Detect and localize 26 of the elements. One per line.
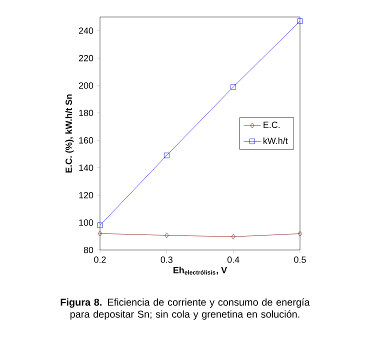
x-tick-label: 0.3 (160, 256, 173, 263)
y-tick-label: 100 (79, 219, 94, 226)
legend-label: kW.h/t (264, 137, 288, 144)
y-tick-label: 140 (79, 164, 94, 171)
y-tick-label: 160 (79, 137, 94, 144)
x-tick-label: 0.4 (227, 256, 240, 263)
y-axis-title: E.C. (%), kW.h/t Sn (65, 94, 74, 173)
point (164, 232, 169, 238)
x-tick-label: 0.2 (94, 256, 106, 263)
text: Figura 8. Eficiencia de corriente y consumo de energía para depositar Sn; sin cola y grenetina en solución. (60, 298, 310, 320)
y-tick-label: 200 (78, 82, 94, 89)
x-tick-label: 0.5 (294, 256, 306, 263)
point (297, 18, 303, 24)
y-tick-label: 80 (84, 246, 94, 254)
y-tick-label: 240 (78, 28, 94, 34)
legend-label: E.C. (264, 122, 280, 128)
y-tick-label: 180 (79, 110, 94, 116)
point (298, 231, 302, 236)
point (98, 230, 102, 236)
point (230, 84, 236, 90)
y-tick-label: 120 (79, 192, 94, 198)
point (97, 222, 103, 228)
y-tick-label: 220 (78, 54, 94, 62)
point (164, 152, 170, 158)
x-axis-title: $\textbf{Eh}_{\textbf{electrólisis}}\textbf{, V}$ (174, 266, 228, 275)
point (231, 234, 236, 240)
